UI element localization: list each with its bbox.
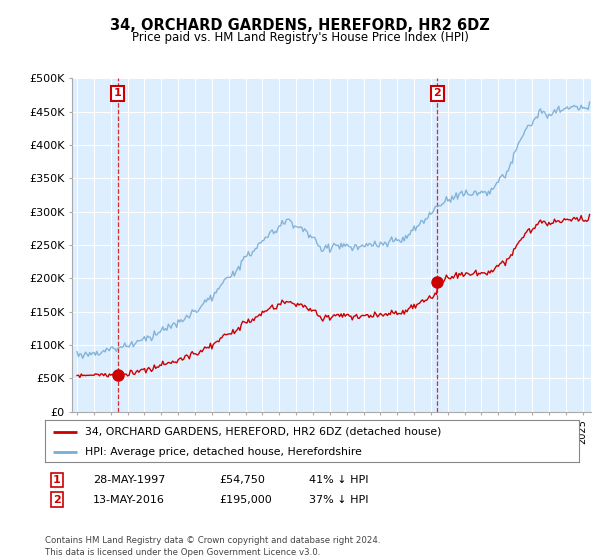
- Text: Contains HM Land Registry data © Crown copyright and database right 2024.
This d: Contains HM Land Registry data © Crown c…: [45, 536, 380, 557]
- Text: 28-MAY-1997: 28-MAY-1997: [93, 475, 166, 485]
- Text: 2: 2: [53, 494, 61, 505]
- Text: £195,000: £195,000: [219, 494, 272, 505]
- Text: 34, ORCHARD GARDENS, HEREFORD, HR2 6DZ: 34, ORCHARD GARDENS, HEREFORD, HR2 6DZ: [110, 18, 490, 34]
- Text: £54,750: £54,750: [219, 475, 265, 485]
- Text: 13-MAY-2016: 13-MAY-2016: [93, 494, 165, 505]
- Text: Price paid vs. HM Land Registry's House Price Index (HPI): Price paid vs. HM Land Registry's House …: [131, 31, 469, 44]
- Text: 1: 1: [53, 475, 61, 485]
- Text: 34, ORCHARD GARDENS, HEREFORD, HR2 6DZ (detached house): 34, ORCHARD GARDENS, HEREFORD, HR2 6DZ (…: [85, 427, 442, 437]
- Text: 41% ↓ HPI: 41% ↓ HPI: [309, 475, 368, 485]
- Text: HPI: Average price, detached house, Herefordshire: HPI: Average price, detached house, Here…: [85, 447, 362, 457]
- Text: 37% ↓ HPI: 37% ↓ HPI: [309, 494, 368, 505]
- Text: 1: 1: [114, 88, 122, 99]
- Text: 2: 2: [433, 88, 441, 99]
